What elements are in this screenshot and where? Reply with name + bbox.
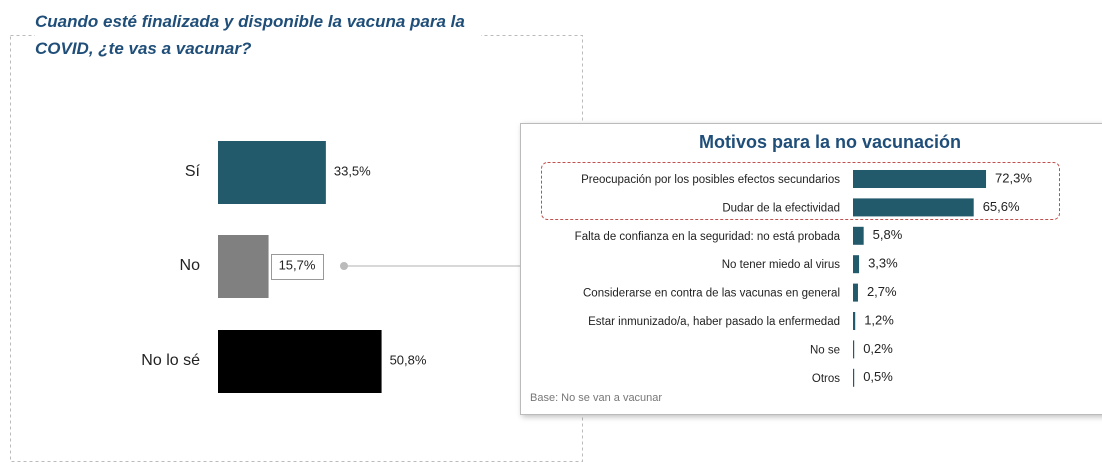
bar [853, 255, 860, 274]
bar [853, 312, 856, 330]
bar [853, 170, 987, 188]
category-label: No lo sé [141, 352, 200, 369]
value-label: 72,3% [995, 170, 1032, 185]
value-label: 5,8% [873, 227, 903, 242]
category-label: Preocupación por los posibles efectos se… [581, 174, 840, 186]
value-label: 15,7% [279, 257, 316, 272]
value-label: 0,5% [863, 369, 893, 384]
bar [853, 340, 855, 359]
bar [218, 235, 269, 298]
category-label: Estar inmunizado/a, haber pasado la enfe… [588, 316, 840, 328]
bar [853, 226, 864, 245]
value-label: 33,5% [334, 163, 371, 178]
category-label: Otros [812, 373, 840, 385]
note: Base: No se van a vacunar [530, 392, 662, 404]
chart-title: Cuando esté finalizada y disponible la v… [35, 8, 481, 62]
category-label: No [180, 257, 201, 274]
bar [853, 368, 855, 387]
left-frame [10, 35, 583, 462]
category-label: Considerarse en contra de las vacunas en… [583, 288, 840, 300]
value-label: 65,6% [983, 199, 1020, 214]
highlight [541, 162, 1060, 220]
value-label: 0,2% [863, 341, 893, 356]
category-label: No se [810, 344, 840, 356]
category-label: Sí [185, 163, 201, 180]
value-label: 2,7% [867, 284, 897, 299]
category-label: Falta de confianza en la seguridad: no e… [575, 231, 841, 243]
category-label: No tener miedo al virus [722, 259, 840, 271]
panel-title: Motivos para la no vacunación [699, 132, 961, 152]
bar [218, 141, 326, 204]
bar [218, 330, 382, 393]
value-label: 50,8% [390, 352, 427, 367]
right-panel [520, 123, 1102, 415]
label-box [271, 254, 324, 280]
value-label: 3,3% [868, 256, 898, 271]
bar [853, 283, 858, 302]
bar [853, 198, 974, 217]
category-label: Dudar de la efectividad [722, 202, 840, 214]
connector-dot [340, 262, 348, 270]
value-label: 1,2% [864, 312, 894, 327]
